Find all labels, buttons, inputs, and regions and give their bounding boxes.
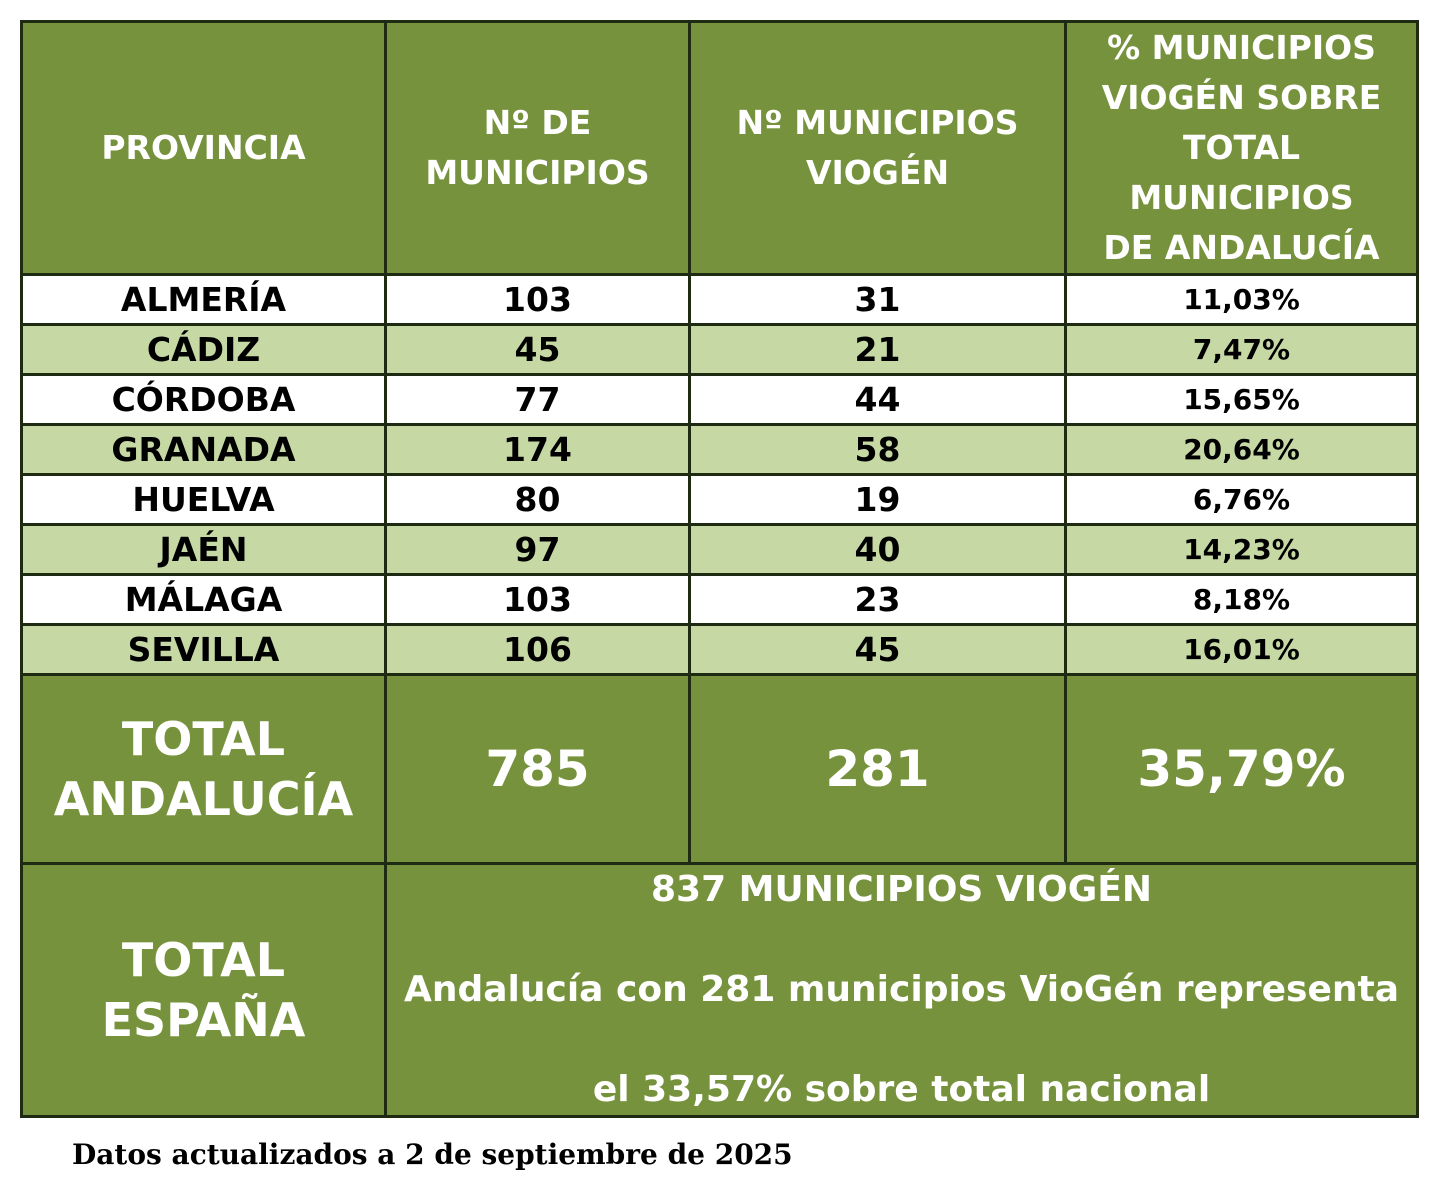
cell-municipios: 97 (384, 523, 691, 576)
table-container: PROVINCIA Nº DE MUNICIPIOS Nº MUNICIPIOS V… (20, 20, 1419, 1118)
cell-pct: 16,01% (1064, 623, 1419, 676)
cell-pct: 11,03% (1064, 273, 1419, 326)
header-pct: % MUNICIPIOS VIOGÉN SOBRE TOTAL MUNICIPIOS D… (1064, 20, 1419, 276)
summary-line-2: Andalucía con 281 municipios VioGén repr… (403, 969, 1400, 1010)
cell-viogen: 58 (688, 423, 1067, 476)
cell-viogen: 44 (688, 373, 1067, 426)
table-row: SEVILLA 106 45 16,01% (20, 623, 1419, 676)
header-row: PROVINCIA Nº DE MUNICIPIOS Nº MUNICIPIOS V… (20, 20, 1419, 276)
total-espana-row: TOTAL ESPAÑA 837 MUNICIPIOS VIOGÉN Andalu… (20, 862, 1419, 1118)
cell-pct: 20,64% (1064, 423, 1419, 476)
total-andalucia-label: TOTAL ANDALUCÍA (20, 673, 387, 865)
cell-provincia: SEVILLA (20, 623, 387, 676)
header-provincia: PROVINCIA (20, 20, 387, 276)
cell-municipios: 103 (384, 273, 691, 326)
total-espana-summary: 837 MUNICIPIOS VIOGÉN Andalucía con 281 … (384, 862, 1419, 1118)
table-row: CÁDIZ 45 21 7,47% (20, 323, 1419, 376)
cell-provincia: ALMERÍA (20, 273, 387, 326)
cell-pct: 7,47% (1064, 323, 1419, 376)
cell-viogen: 40 (688, 523, 1067, 576)
cell-viogen: 45 (688, 623, 1067, 676)
cell-viogen: 31 (688, 273, 1067, 326)
total-andalucia-municipios: 785 (384, 673, 691, 865)
cell-pct: 15,65% (1064, 373, 1419, 426)
cell-municipios: 45 (384, 323, 691, 376)
table-row: JAÉN 97 40 14,23% (20, 523, 1419, 576)
cell-municipios: 103 (384, 573, 691, 626)
total-espana-label: TOTAL ESPAÑA (20, 862, 387, 1118)
total-andalucia-pct: 35,79% (1064, 673, 1419, 865)
cell-municipios: 174 (384, 423, 691, 476)
table-row: MÁLAGA 103 23 8,18% (20, 573, 1419, 626)
viogen-table: PROVINCIA Nº DE MUNICIPIOS Nº MUNICIPIOS V… (20, 20, 1419, 1118)
cell-viogen: 19 (688, 473, 1067, 526)
cell-pct: 14,23% (1064, 523, 1419, 576)
cell-provincia: JAÉN (20, 523, 387, 576)
cell-pct: 8,18% (1064, 573, 1419, 626)
cell-viogen: 23 (688, 573, 1067, 626)
cell-municipios: 77 (384, 373, 691, 426)
cell-provincia: MÁLAGA (20, 573, 387, 626)
table-row: HUELVA 80 19 6,76% (20, 473, 1419, 526)
cell-municipios: 106 (384, 623, 691, 676)
total-andalucia-viogen: 281 (688, 673, 1067, 865)
cell-viogen: 21 (688, 323, 1067, 376)
cell-provincia: CÓRDOBA (20, 373, 387, 426)
table-row: GRANADA 174 58 20,64% (20, 423, 1419, 476)
cell-provincia: CÁDIZ (20, 323, 387, 376)
summary-line-1: 837 MUNICIPIOS VIOGÉN (650, 869, 1153, 910)
cell-provincia: HUELVA (20, 473, 387, 526)
footnote: Datos actualizados a 2 de septiembre de … (72, 1138, 793, 1171)
cell-pct: 6,76% (1064, 473, 1419, 526)
table-row: CÓRDOBA 77 44 15,65% (20, 373, 1419, 426)
header-n-viogen: Nº MUNICIPIOS VIOGÉN (688, 20, 1067, 276)
header-n-municipios: Nº DE MUNICIPIOS (384, 20, 691, 276)
cell-municipios: 80 (384, 473, 691, 526)
summary-line-3: el 33,57% sobre total nacional (592, 1069, 1211, 1110)
cell-provincia: GRANADA (20, 423, 387, 476)
table-row: ALMERÍA 103 31 11,03% (20, 273, 1419, 326)
total-andalucia-row: TOTAL ANDALUCÍA 785 281 35,79% (20, 673, 1419, 865)
